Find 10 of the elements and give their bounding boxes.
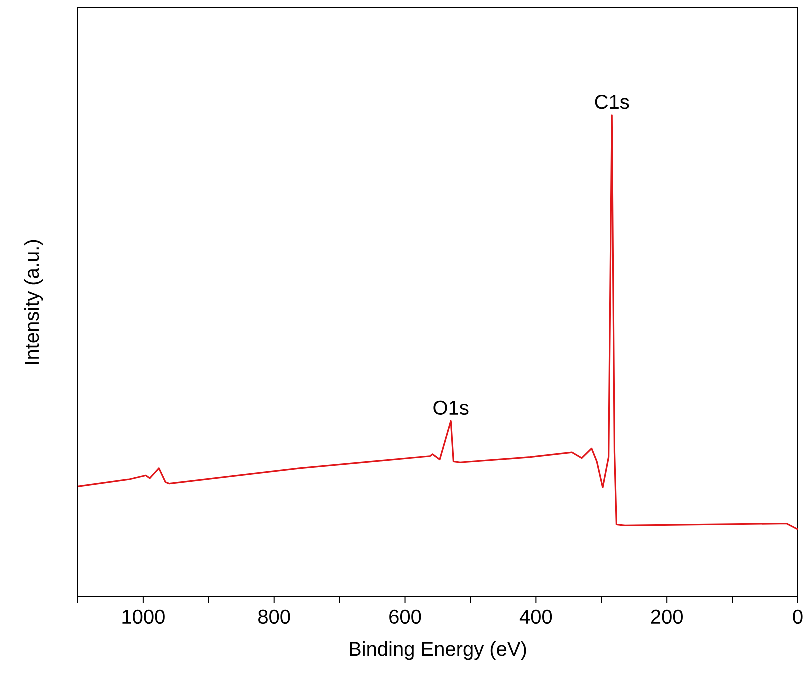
x-tick-label: 600 (390, 610, 422, 624)
x-axis-title: Binding Energy (eV) (350, 642, 526, 660)
annotation: C1s (595, 95, 630, 110)
y-axis-title: Intensity (a.u.) (24, 240, 44, 364)
annotation: O1s (434, 400, 469, 416)
x-tick-label: 400 (520, 610, 552, 624)
x-tick-label: 0 (793, 610, 803, 624)
x-tick-label: 800 (258, 610, 290, 624)
x-tick-label: 200 (651, 610, 683, 624)
x-tick-label: 1000 (122, 610, 165, 624)
